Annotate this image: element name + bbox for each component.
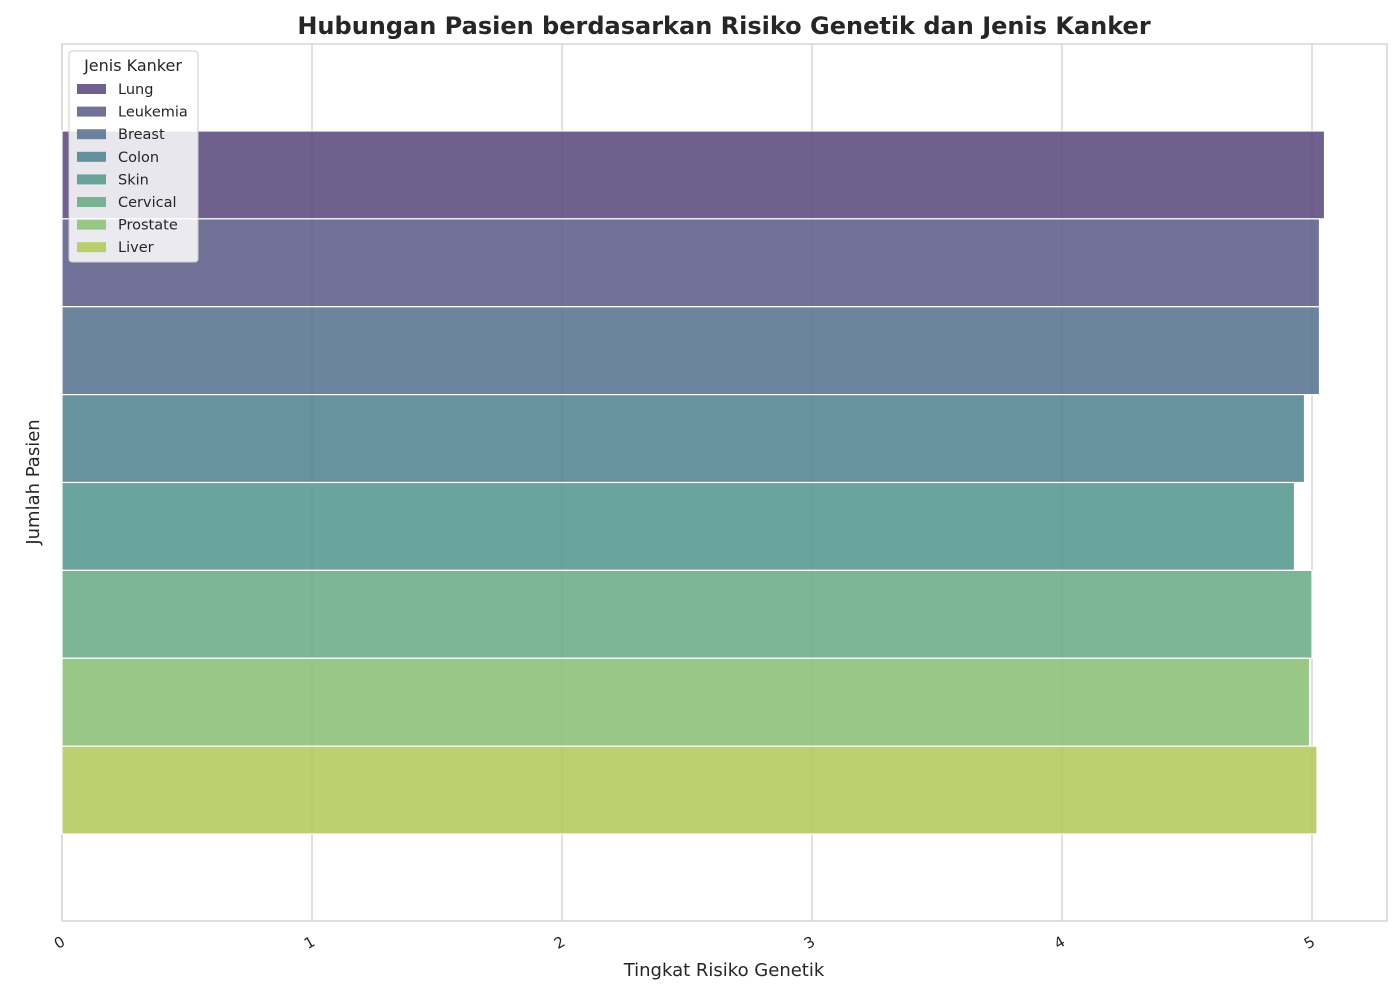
- legend-label-breast: Breast: [118, 127, 165, 143]
- x-tick-label: 1: [301, 932, 318, 952]
- x-tick-label: 5: [1301, 932, 1318, 952]
- legend-label-liver: Liver: [118, 240, 154, 256]
- legend-title: Jenis Kanker: [83, 56, 182, 75]
- x-tick-label: 0: [51, 932, 68, 952]
- bar-breast: [61, 306, 1321, 396]
- bar-liver: [61, 745, 1318, 835]
- legend-swatch-cervical: [77, 197, 106, 207]
- legend-label-leukemia: Leukemia: [118, 105, 188, 121]
- y-axis-label: Jumlah Pasien: [23, 419, 44, 545]
- legend-swatch-skin: [77, 174, 106, 185]
- legend-label-colon: Colon: [118, 150, 159, 166]
- bars: [61, 130, 1326, 835]
- legend-swatch-liver: [77, 242, 106, 253]
- x-axis-label: Tingkat Risiko Genetik: [623, 960, 825, 981]
- legend-swatch-leukemia: [77, 106, 106, 117]
- bar-leukemia: [61, 218, 1321, 308]
- legend: Jenis Kanker Lung Leukemia Breast Colon Skin…: [68, 50, 199, 263]
- legend-label-lung: Lung: [118, 82, 153, 98]
- legend-box: [68, 50, 199, 263]
- bar-prostate: [61, 657, 1311, 747]
- legend-label-prostate: Prostate: [118, 218, 178, 234]
- bar-cervical: [61, 569, 1313, 659]
- x-ticks: 0 1 2 3 4 5: [51, 932, 1318, 952]
- x-tick-label: 2: [551, 932, 568, 952]
- bar-colon: [61, 394, 1306, 484]
- legend-swatch-breast: [77, 129, 106, 140]
- legend-label-skin: Skin: [118, 172, 149, 188]
- legend-items: Lung Leukemia Breast Colon Skin Cervical Prost…: [77, 82, 188, 256]
- x-tick-label: 3: [801, 932, 818, 952]
- legend-swatch-lung: [77, 84, 106, 94]
- bar-skin: [61, 481, 1296, 571]
- legend-swatch-colon: [77, 151, 106, 162]
- bar-lung: [61, 130, 1326, 220]
- legend-label-cervical: Cervical: [118, 195, 177, 211]
- chart-title: Hubungan Pasien berdasarkan Risiko Genet…: [297, 12, 1150, 40]
- x-tick-label: 4: [1051, 932, 1068, 952]
- legend-swatch-prostate: [77, 219, 106, 230]
